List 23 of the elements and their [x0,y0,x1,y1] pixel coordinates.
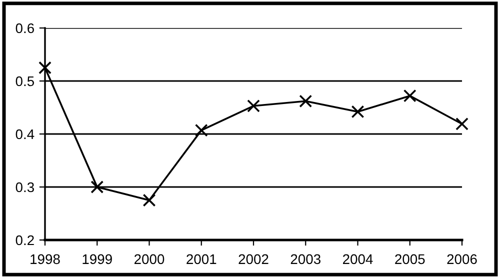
x-tick-label: 2003 [290,254,320,264]
y-tick-label: 0.4 [16,129,34,140]
y-tick-label: 0.5 [16,76,34,86]
point [38,61,52,74]
x-tick-label: 2000 [134,254,164,264]
x-tick-label: 1998 [30,254,60,264]
point [299,94,312,108]
point [90,180,104,194]
point [403,89,416,102]
point [456,117,468,130]
point [194,124,208,137]
x-tick-label: 2005 [395,254,425,264]
x-tick-label: 2006 [447,254,477,264]
x-tick-label: 2004 [343,254,373,264]
y-tick-label: 0.3 [16,182,34,192]
point [247,99,260,112]
y-tick-label: 0.2 [16,235,34,246]
x-tick-label: 2001 [186,254,216,264]
point [142,194,156,207]
x-tick-label: 2002 [238,254,268,264]
x-tick-label: 1999 [82,254,112,264]
y-tick-label: 0.6 [16,23,34,34]
point [351,105,364,118]
